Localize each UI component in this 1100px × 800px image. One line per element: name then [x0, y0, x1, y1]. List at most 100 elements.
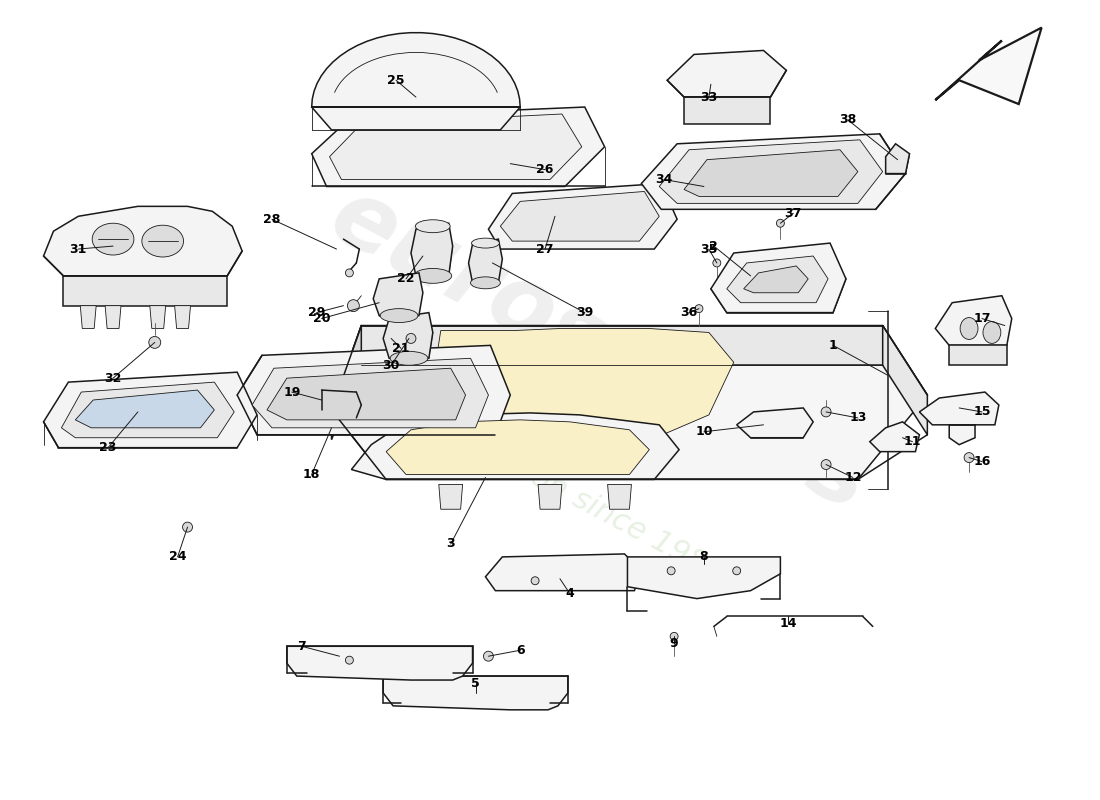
Polygon shape: [80, 306, 96, 329]
Polygon shape: [62, 382, 234, 438]
Ellipse shape: [983, 322, 1001, 343]
Polygon shape: [668, 50, 786, 97]
Text: 14: 14: [780, 617, 798, 630]
Circle shape: [964, 453, 974, 462]
Ellipse shape: [142, 226, 184, 257]
Polygon shape: [44, 206, 242, 276]
Polygon shape: [150, 306, 166, 329]
Polygon shape: [44, 372, 257, 448]
Text: 35: 35: [701, 242, 717, 255]
Ellipse shape: [414, 269, 452, 283]
Text: 21: 21: [393, 342, 410, 355]
Polygon shape: [351, 413, 679, 479]
Circle shape: [345, 656, 353, 664]
Text: a passion since 1985: a passion since 1985: [431, 411, 728, 587]
Polygon shape: [383, 313, 432, 358]
Text: 6: 6: [516, 644, 525, 657]
Polygon shape: [267, 368, 465, 420]
Polygon shape: [75, 390, 214, 428]
Text: eurospares: eurospares: [315, 170, 886, 531]
Text: 31: 31: [69, 242, 87, 255]
Text: 30: 30: [383, 358, 399, 372]
Text: 4: 4: [565, 587, 574, 600]
Text: 20: 20: [312, 312, 330, 325]
Text: 26: 26: [537, 163, 553, 176]
Polygon shape: [500, 191, 659, 241]
Text: 15: 15: [974, 406, 991, 418]
Circle shape: [531, 577, 539, 585]
Circle shape: [183, 522, 192, 532]
Circle shape: [713, 259, 721, 267]
Polygon shape: [373, 273, 422, 315]
Ellipse shape: [381, 309, 418, 322]
Text: 13: 13: [849, 411, 867, 424]
Text: 28: 28: [263, 213, 280, 226]
Polygon shape: [684, 150, 858, 197]
Polygon shape: [627, 557, 780, 598]
Ellipse shape: [960, 318, 978, 339]
Ellipse shape: [416, 220, 450, 233]
Polygon shape: [252, 358, 488, 428]
Polygon shape: [361, 326, 882, 366]
Text: 38: 38: [839, 114, 857, 126]
Text: 17: 17: [974, 312, 991, 325]
Polygon shape: [411, 223, 453, 276]
Text: 16: 16: [974, 455, 991, 468]
Ellipse shape: [92, 223, 134, 255]
Polygon shape: [659, 140, 882, 203]
Text: 23: 23: [99, 441, 117, 454]
Circle shape: [777, 219, 784, 227]
Polygon shape: [886, 144, 910, 174]
Polygon shape: [311, 33, 520, 130]
Polygon shape: [882, 326, 927, 434]
Text: 36: 36: [681, 306, 697, 319]
Circle shape: [406, 334, 416, 343]
Circle shape: [733, 567, 740, 574]
Text: 5: 5: [471, 677, 480, 690]
Text: 11: 11: [904, 435, 921, 448]
Text: 33: 33: [701, 90, 717, 104]
Circle shape: [348, 300, 360, 312]
Polygon shape: [949, 346, 1006, 366]
Polygon shape: [949, 425, 975, 445]
Polygon shape: [238, 346, 510, 434]
Polygon shape: [684, 97, 770, 124]
Text: 12: 12: [844, 471, 861, 484]
Circle shape: [345, 269, 353, 277]
Circle shape: [821, 407, 830, 417]
Circle shape: [821, 459, 830, 470]
Polygon shape: [870, 422, 920, 452]
Polygon shape: [64, 276, 228, 306]
Polygon shape: [727, 256, 828, 302]
Text: 3: 3: [447, 538, 455, 550]
Text: 39: 39: [576, 306, 593, 319]
Circle shape: [148, 337, 161, 348]
Text: 37: 37: [784, 207, 802, 220]
Polygon shape: [641, 134, 905, 210]
Polygon shape: [920, 392, 999, 425]
Text: 2: 2: [710, 239, 718, 253]
Circle shape: [695, 305, 703, 313]
Text: 8: 8: [700, 550, 708, 563]
Polygon shape: [331, 326, 927, 479]
Text: 19: 19: [283, 386, 300, 398]
Ellipse shape: [472, 238, 499, 248]
Polygon shape: [744, 266, 808, 293]
Polygon shape: [106, 306, 121, 329]
Polygon shape: [538, 485, 562, 510]
Ellipse shape: [471, 277, 501, 289]
Polygon shape: [935, 28, 1042, 104]
Polygon shape: [311, 107, 605, 186]
Circle shape: [484, 651, 494, 661]
Polygon shape: [330, 114, 582, 179]
Polygon shape: [287, 646, 473, 680]
Polygon shape: [488, 183, 678, 249]
Text: 27: 27: [537, 242, 553, 255]
Text: 29: 29: [308, 306, 326, 319]
Polygon shape: [431, 329, 734, 450]
Polygon shape: [331, 326, 361, 440]
Text: 1: 1: [828, 339, 837, 352]
Polygon shape: [737, 408, 813, 438]
Text: 7: 7: [297, 640, 306, 653]
Polygon shape: [935, 296, 1012, 346]
